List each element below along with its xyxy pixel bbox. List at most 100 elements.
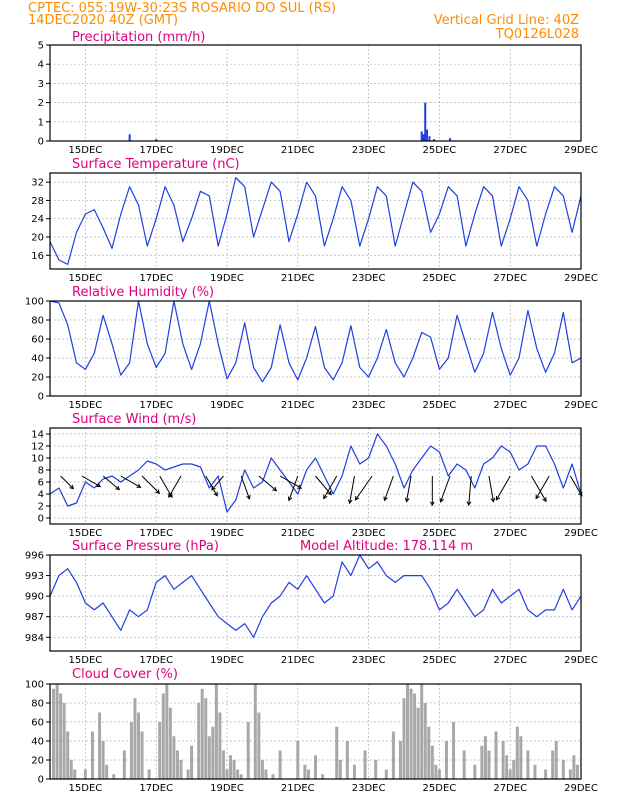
- x-tick-label: 29DEC: [564, 400, 598, 411]
- wind-arrow-head: [404, 497, 410, 503]
- data-bar: [306, 769, 310, 779]
- data-bar: [433, 139, 436, 141]
- x-tick-label: 27DEC: [493, 273, 527, 284]
- x-tick-label: 29DEC: [564, 528, 598, 539]
- data-bar: [505, 755, 509, 779]
- data-bar: [69, 760, 73, 779]
- data-bar: [200, 688, 204, 779]
- data-bar: [391, 731, 395, 779]
- wind-arrow: [429, 476, 435, 507]
- wind-arrow-head: [466, 501, 472, 507]
- header-grid-line: Vertical Grid Line: 40Z: [434, 13, 579, 28]
- data-bar: [515, 726, 519, 779]
- data-bar: [533, 764, 537, 779]
- x-tick-label: 21DEC: [281, 273, 315, 284]
- panel-frame: [49, 683, 582, 780]
- data-bar: [129, 722, 133, 779]
- wind-arrow-shaft: [495, 475, 511, 501]
- precipitation-title: Precipitation (mm/h): [72, 30, 205, 45]
- x-tick-label: 25DEC: [423, 273, 457, 284]
- wind-arrow-shaft: [349, 475, 355, 504]
- x-tick-label: 21DEC: [281, 145, 315, 156]
- panel-frame: [49, 172, 582, 270]
- wind-arrow-head: [347, 499, 353, 505]
- data-bar: [260, 760, 264, 779]
- humidity-title: Relative Humidity (%): [72, 285, 214, 300]
- data-bar: [424, 102, 427, 141]
- data-bar: [406, 684, 410, 779]
- y-tick-label: 100: [25, 297, 44, 308]
- series-line: [49, 177, 582, 265]
- wind-arrow-shaft: [354, 475, 373, 501]
- wind-arrow-head: [272, 486, 278, 492]
- data-bar: [384, 769, 388, 779]
- wind-arrow-head: [287, 496, 293, 502]
- data-bar: [211, 726, 215, 779]
- y-tick-label: 8: [38, 466, 44, 477]
- wind-arrow-shaft: [211, 475, 224, 491]
- data-bar: [168, 707, 172, 779]
- x-tick-label: 19DEC: [210, 273, 244, 284]
- y-tick-label: 984: [25, 633, 44, 644]
- x-tick-label: 19DEC: [210, 145, 244, 156]
- wind-arrow-head: [69, 484, 75, 490]
- panel-frame: [49, 554, 582, 652]
- x-tick-label: 25DEC: [423, 783, 457, 794]
- y-tick-label: 987: [25, 612, 44, 623]
- data-bar: [427, 726, 431, 779]
- data-bar: [59, 693, 63, 779]
- wind-arrow-head: [213, 491, 218, 497]
- y-tick-label: 3: [38, 79, 44, 90]
- data-bar: [413, 693, 417, 779]
- data-bar: [122, 750, 126, 779]
- x-tick-label: 15DEC: [69, 145, 103, 156]
- data-bar: [140, 731, 144, 779]
- wind-arrow: [404, 475, 412, 503]
- y-tick-label: 4: [38, 60, 44, 71]
- wind-arrow-shaft: [60, 475, 74, 490]
- data-bar: [374, 760, 378, 779]
- data-bar: [128, 134, 131, 141]
- wind-arrow: [287, 475, 299, 502]
- wind-arrow: [60, 475, 75, 490]
- data-bar: [363, 750, 367, 779]
- x-tick-label: 15DEC: [69, 655, 103, 666]
- y-tick-label: 20: [31, 756, 44, 767]
- wind-arrow-shaft: [141, 475, 160, 494]
- panel-frame: [49, 44, 582, 142]
- data-bar: [501, 741, 505, 779]
- y-tick-label: 996: [25, 551, 44, 562]
- wind-arrow: [495, 475, 511, 501]
- wind-arrow: [535, 475, 550, 500]
- x-tick-label: 17DEC: [139, 655, 173, 666]
- x-tick-label: 27DEC: [493, 655, 527, 666]
- wind-arrow-shaft: [468, 475, 472, 506]
- wind-arrow: [120, 475, 142, 488]
- header-date: 14DEC2020 40Z (GMT): [28, 13, 178, 28]
- data-bar: [561, 760, 565, 779]
- data-bar: [338, 760, 342, 779]
- data-bar: [253, 684, 257, 779]
- data-bar: [161, 693, 165, 779]
- wind-arrow-head: [155, 489, 161, 495]
- data-bar: [101, 741, 105, 779]
- data-bar: [554, 741, 558, 779]
- data-bar: [352, 764, 356, 779]
- data-bar: [232, 760, 236, 779]
- wind-arrow-head: [168, 493, 173, 499]
- data-bar: [236, 769, 240, 779]
- y-tick-label: 28: [31, 196, 44, 207]
- wind-arrow-head: [354, 495, 360, 501]
- data-bar: [575, 764, 579, 779]
- data-bar: [62, 703, 66, 779]
- data-bar: [526, 750, 530, 779]
- wind-arrow-head: [96, 482, 102, 488]
- header-station: CPTEC: 055:19W-30:23S ROSARIO DO SUL (RS…: [28, 1, 336, 16]
- pressure-title: Surface Pressure (hPa): [72, 539, 219, 554]
- x-tick-label: 17DEC: [139, 783, 173, 794]
- data-bar: [137, 712, 140, 779]
- data-bar: [239, 774, 243, 779]
- x-tick-label: 15DEC: [69, 273, 103, 284]
- data-bar: [398, 741, 402, 779]
- wind-arrow-shaft: [168, 475, 182, 498]
